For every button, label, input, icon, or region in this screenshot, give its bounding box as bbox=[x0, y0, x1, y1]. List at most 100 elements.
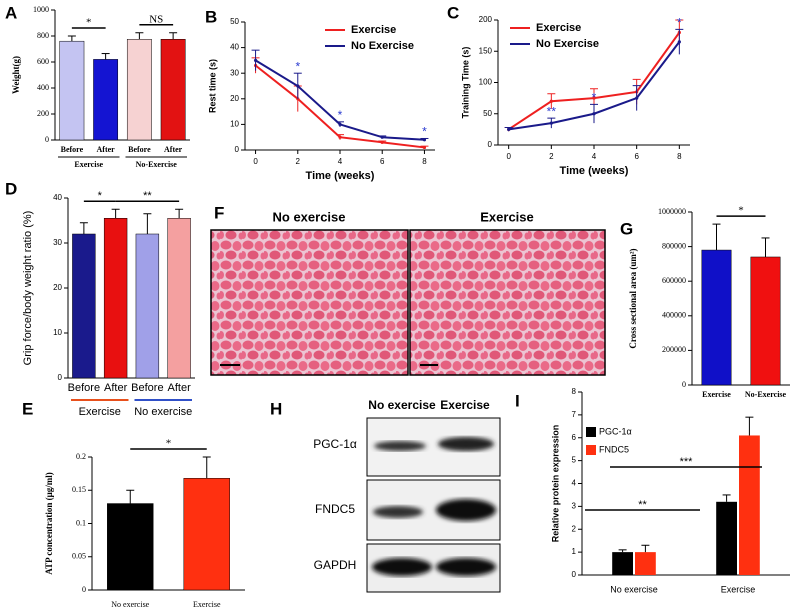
x-tick-label: Exercise bbox=[702, 390, 731, 399]
y-tick-label: 0 bbox=[45, 135, 49, 144]
point bbox=[549, 121, 553, 125]
x-axis-label: Time (weeks) bbox=[560, 165, 629, 177]
significance-label: ** bbox=[143, 190, 152, 202]
y-tick-label: 8 bbox=[572, 387, 577, 396]
histology-image bbox=[409, 229, 606, 376]
legend-label: PGC-1α bbox=[599, 426, 632, 436]
point bbox=[422, 138, 427, 142]
bar bbox=[107, 503, 154, 591]
group-label: No-Exercise bbox=[136, 160, 178, 169]
legend-label: Exercise bbox=[351, 24, 396, 36]
x-tick-label: Before bbox=[68, 382, 100, 394]
blot-band bbox=[436, 499, 496, 521]
group-label: Exercise bbox=[79, 406, 121, 418]
image-title: Exercise bbox=[480, 209, 534, 224]
point bbox=[380, 140, 384, 144]
y-axis-label: Relative protein expression bbox=[550, 425, 560, 543]
bar bbox=[716, 501, 737, 575]
y-tick-label: 800 bbox=[37, 31, 49, 40]
point bbox=[549, 99, 553, 103]
bar bbox=[635, 552, 656, 575]
y-tick-label: 200 bbox=[37, 109, 49, 118]
y-tick-label: 200000 bbox=[662, 345, 686, 354]
x-tick-label: No exercise bbox=[111, 600, 149, 609]
y-tick-label: 30 bbox=[230, 68, 239, 77]
x-tick-label: 6 bbox=[634, 152, 639, 161]
bar bbox=[59, 40, 85, 141]
y-tick-label: 2 bbox=[572, 524, 577, 533]
x-tick-label: Before bbox=[61, 145, 84, 154]
histology-image bbox=[210, 229, 409, 376]
x-axis-label: Time (weeks) bbox=[306, 170, 375, 182]
x-tick-label: 8 bbox=[422, 157, 427, 166]
significance-label: * bbox=[295, 59, 300, 73]
y-axis-label: Training Time (s) bbox=[460, 47, 470, 119]
chart-panel: E 0 0.05 0.1 0.15 0.2 ATP concentration (μg/ml… bbox=[22, 399, 245, 609]
panel-letter: B bbox=[205, 7, 217, 26]
panel-letter: I bbox=[515, 391, 520, 410]
x-tick-label: After bbox=[104, 382, 128, 394]
y-axis-label: Grip force/body weight ratio (%) bbox=[22, 211, 34, 366]
y-tick-label: 0 bbox=[58, 373, 63, 382]
significance-label: *** bbox=[680, 456, 694, 468]
y-tick-label: 0 bbox=[682, 380, 686, 389]
point bbox=[592, 112, 596, 116]
y-tick-label: 400 bbox=[37, 83, 49, 92]
x-tick-label: After bbox=[97, 145, 116, 154]
point bbox=[422, 145, 427, 150]
point bbox=[592, 96, 596, 100]
significance-label: * bbox=[166, 438, 172, 450]
y-tick-label: 0 bbox=[488, 140, 493, 149]
point bbox=[677, 40, 681, 44]
y-tick-label: 100 bbox=[479, 78, 493, 87]
y-axis-label: Rest time (s) bbox=[207, 59, 217, 113]
y-tick-label: 0.2 bbox=[76, 452, 86, 461]
y-tick-label: 0.15 bbox=[72, 485, 86, 494]
blot-row: GAPDH bbox=[314, 558, 357, 572]
blot-band bbox=[436, 558, 496, 576]
bar bbox=[160, 39, 186, 141]
histology-panel: F No exercise Exercise bbox=[210, 203, 606, 376]
y-tick-label: 0 bbox=[572, 570, 577, 579]
bar bbox=[126, 39, 152, 141]
y-axis-label: Cross sectional area (um²) bbox=[628, 248, 638, 348]
bar bbox=[135, 233, 160, 379]
panel-letter: F bbox=[214, 203, 224, 222]
y-tick-label: 800000 bbox=[662, 241, 686, 250]
chart-panel: A 0 200 400 600 800 1000 Weight(g) Before After Be… bbox=[5, 3, 190, 169]
group-label: No exercise bbox=[134, 406, 192, 418]
x-tick-label: Exercise bbox=[193, 600, 221, 609]
chart-panel: C 0 50 100 150 200 Training Time (s) 0 2 4 6 8 Time … bbox=[447, 3, 690, 177]
x-tick-label: After bbox=[164, 145, 183, 154]
y-tick-label: 7 bbox=[572, 410, 577, 419]
y-tick-label: 40 bbox=[230, 43, 239, 52]
blot-band bbox=[374, 441, 426, 451]
x-tick-label: Before bbox=[131, 382, 163, 394]
y-tick-label: 0.05 bbox=[72, 552, 86, 561]
significance-label: ** bbox=[638, 499, 647, 511]
y-tick-label: 5 bbox=[572, 456, 577, 465]
significance-label: NS bbox=[149, 13, 163, 25]
x-tick-label: 6 bbox=[380, 157, 385, 166]
legend-label: No Exercise bbox=[351, 40, 414, 52]
x-tick-label: Before bbox=[128, 145, 151, 154]
y-tick-label: 50 bbox=[483, 109, 492, 118]
y-tick-label: 30 bbox=[53, 238, 62, 247]
blot-column: No exercise bbox=[368, 398, 436, 412]
legend-label: FNDC5 bbox=[599, 444, 629, 454]
y-axis-label: ATP concentration (μg/ml) bbox=[44, 472, 54, 574]
significance-label: * bbox=[422, 125, 427, 139]
y-tick-label: 1000000 bbox=[658, 207, 686, 216]
significance-label: * bbox=[677, 16, 682, 30]
y-tick-label: 200 bbox=[479, 15, 493, 24]
panel-letter: H bbox=[270, 399, 282, 418]
y-tick-label: 10 bbox=[230, 120, 239, 129]
bar bbox=[183, 478, 230, 591]
chart-panel: I 0 1 2 3 4 5 6 7 8 Relative protein expression No … bbox=[515, 387, 790, 594]
y-tick-label: 0 bbox=[82, 585, 86, 594]
blot-band bbox=[372, 558, 432, 576]
legend-swatch bbox=[586, 427, 596, 437]
y-tick-label: 20 bbox=[230, 94, 239, 103]
blot-row: PGC-1α bbox=[313, 437, 357, 451]
